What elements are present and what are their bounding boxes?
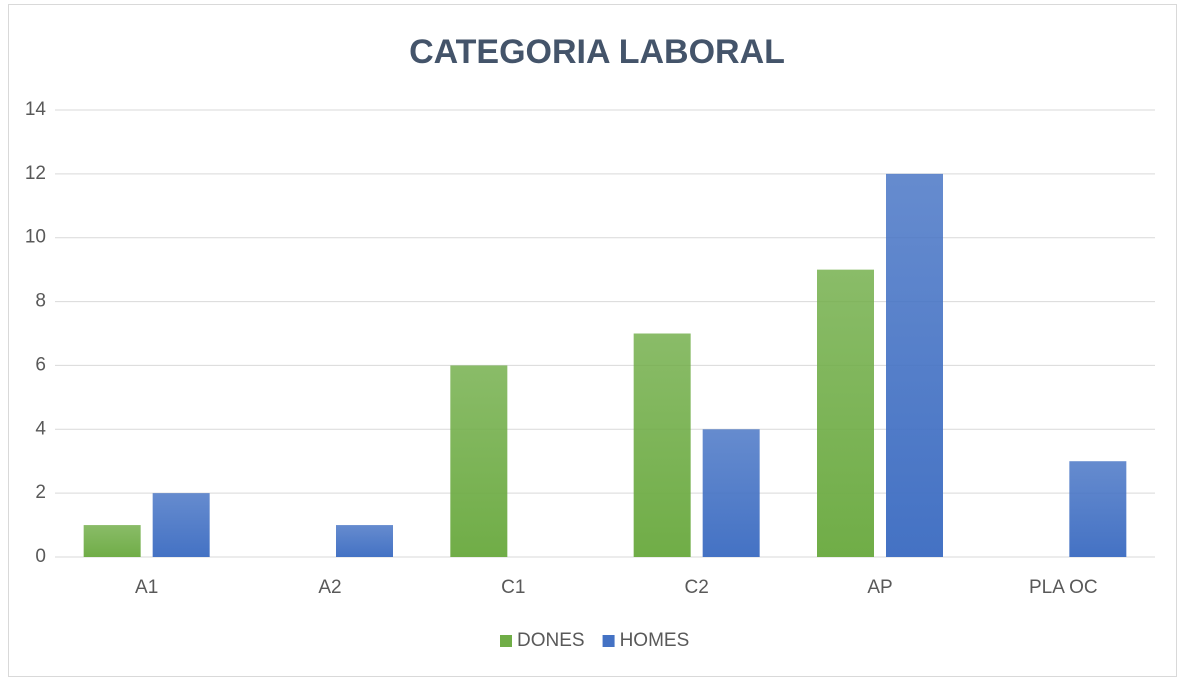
y-tick-label: 0: [35, 546, 46, 567]
bar: [336, 525, 393, 557]
bar: [702, 429, 760, 557]
y-tick-label: 6: [35, 354, 46, 375]
bar: [83, 525, 141, 557]
x-tick-label: A2: [318, 577, 341, 598]
x-tick-label: PLA OC: [1029, 577, 1098, 598]
bar: [450, 365, 508, 557]
chart-border: [8, 4, 1177, 677]
bar: [152, 493, 210, 557]
x-tick-label: C1: [501, 577, 525, 598]
bar: [633, 333, 691, 557]
bar: [817, 269, 874, 557]
x-tick-label: C2: [685, 577, 709, 598]
y-tick-label: 2: [35, 482, 46, 503]
y-tick-label: 12: [25, 163, 46, 184]
legend-swatch: [602, 635, 615, 647]
legend-swatch: [500, 635, 512, 647]
bar: [1069, 461, 1127, 557]
y-tick-label: 8: [35, 291, 46, 312]
x-tick-label: AP: [867, 577, 892, 598]
y-tick-label: 4: [35, 418, 46, 439]
chart-title: CATEGORIA LABORAL: [409, 33, 785, 71]
x-tick-label: A1: [135, 577, 158, 598]
legend-label: HOMES: [620, 630, 690, 651]
legend-label: DONES: [517, 630, 585, 651]
y-tick-label: 10: [25, 227, 46, 248]
y-tick-label: 14: [25, 99, 47, 120]
bar: [886, 173, 943, 557]
